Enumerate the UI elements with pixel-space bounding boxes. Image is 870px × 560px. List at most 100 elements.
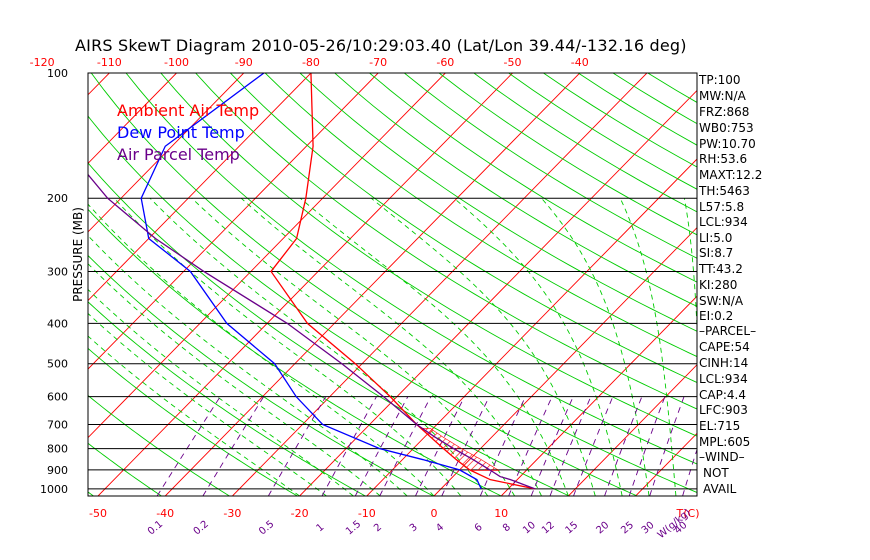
pressure-tick-label: 100 (47, 67, 68, 80)
mixing-ratio-line (267, 396, 327, 496)
mixing-ratio-tick-label: 20 (595, 520, 612, 537)
legend-air-parcel-temp: Air Parcel Temp (117, 145, 240, 164)
wind-header: –WIND– (699, 450, 745, 464)
moist-adiabat-line (88, 203, 435, 496)
bottom-temperature-tick-label: -20 (291, 507, 309, 520)
index-frz: FRZ:868 (699, 105, 750, 119)
top-temperature-tick-label: -100 (164, 56, 189, 69)
mixing-ratio-line (573, 396, 614, 496)
dry-adiabat-line (404, 73, 697, 259)
index-el: EL:715 (699, 419, 741, 433)
index-ki: KI:280 (699, 278, 738, 292)
index-pw: PW:10.70 (699, 137, 756, 151)
index-cape: CAPE:54 (699, 340, 750, 354)
mixing-ratio-line (649, 396, 685, 496)
dry-adiabat-line (90, 73, 697, 494)
isotherm-line (433, 226, 697, 496)
isotherm-line (97, 73, 513, 496)
mixing-ratio-tick-label: 1 (314, 522, 326, 535)
chart-title: AIRS SkewT Diagram 2010-05-26/10:29:03.4… (75, 36, 687, 55)
dry-adiabat-line (88, 162, 570, 496)
bottom-temperature-tick-label: -30 (223, 507, 241, 520)
index-si: SI:8.7 (699, 246, 734, 260)
moist-adiabat-line (683, 198, 697, 337)
index-li: LI:5.0 (699, 231, 733, 245)
mixing-ratio-line (379, 396, 432, 496)
y-axis-label: PRESSURE (MB) (71, 207, 85, 302)
dry-adiabat-line (88, 394, 230, 496)
dry-adiabat-line (125, 73, 697, 465)
parcel-header: –PARCEL– (699, 324, 757, 338)
isotherm-line (568, 364, 697, 496)
isotherm-line (88, 73, 177, 164)
moist-adiabat-line (619, 198, 677, 496)
dry-adiabat-line (88, 254, 434, 496)
pressure-tick-label: 700 (47, 418, 68, 431)
mixing-ratio-line (415, 396, 465, 496)
bottom-temperature-tick-label: -10 (358, 507, 376, 520)
mixing-ratio-line (479, 396, 526, 496)
index-rh: RH:53.6 (699, 152, 748, 166)
index-th: TH:5463 (699, 184, 750, 198)
mixing-ratio-line (156, 396, 221, 496)
mixing-ratio-line (530, 396, 574, 496)
parcel-profile-line (88, 173, 536, 490)
isotherm-line (164, 73, 581, 496)
isotherm-line (500, 295, 697, 496)
mixing-ratio-line (682, 448, 697, 496)
mixing-ratio-tick-label: 3 (408, 522, 420, 535)
dry-adiabat-line (88, 442, 162, 496)
index-parcel-lcl: LCL:934 (699, 372, 748, 386)
top-temperature-tick-label: -70 (369, 56, 387, 69)
index-tt: TT:43.2 (699, 262, 743, 276)
isotherm-line (88, 73, 446, 439)
index-wb0: WB0:753 (699, 121, 754, 135)
mixing-ratio-tick-label: 8 (501, 522, 513, 535)
temperature-unit-label: T(C) (676, 507, 700, 520)
isotherm-line (366, 158, 697, 496)
dry-adiabat-line (88, 347, 298, 496)
mixing-ratio-line (202, 396, 265, 496)
dry-adiabat-line (0, 73, 26, 496)
index-cap: CAP:4.4 (699, 388, 746, 402)
index-lfc: LFC:903 (699, 403, 748, 417)
index-ei: EI:0.2 (699, 309, 734, 323)
profile-lines (88, 73, 536, 490)
dry-adiabat-line (88, 301, 366, 496)
index-sw: SW:N/A (699, 294, 744, 308)
dry-adiabat-line (299, 73, 697, 332)
cape-hatch (420, 428, 500, 471)
plot-frame (87, 72, 698, 497)
mixing-ratio-tick-label: 0.1 (146, 519, 165, 538)
wind-not: NOT (703, 466, 729, 480)
mixing-ratio-tick-label: 10 (521, 520, 538, 537)
pressure-tick-label: 600 (47, 391, 68, 404)
isotherm-line (770, 73, 870, 496)
isotherm-line (88, 73, 245, 233)
temperature-profile-line (270, 73, 536, 490)
moist-adiabat-line (88, 263, 381, 496)
mixing-ratio-line (604, 396, 643, 496)
pressure-tick-label: 300 (47, 265, 68, 278)
legend-dew-point-temp: Dew Point Temp (117, 123, 245, 142)
pressure-tick-label: 900 (47, 464, 68, 477)
dewpoint-profile-line (140, 73, 482, 490)
index-lcl: LCL:934 (699, 215, 748, 229)
bottom-temperature-tick-label: -50 (89, 507, 107, 520)
moist-adiabat-line (113, 197, 462, 496)
index-mw: MW:N/A (699, 89, 746, 103)
top-temperature-tick-label: -80 (302, 56, 320, 69)
isotherm-line (0, 73, 42, 496)
pressure-tick-label: 1000 (40, 483, 68, 496)
mixing-ratio-unit-label: W(g/kg) (656, 507, 693, 541)
dry-adiabat-line (88, 208, 502, 496)
moist-adiabat-line (370, 197, 596, 496)
top-temperature-tick-label: -90 (235, 56, 253, 69)
mixing-ratio-line (508, 396, 553, 496)
pressure-tick-label: 200 (47, 192, 68, 205)
dry-adiabat-line (473, 73, 697, 213)
pressure-tick-label: 500 (47, 358, 68, 371)
top-temperature-tick-label: -120 (30, 56, 55, 69)
moist-adiabat-line (453, 197, 623, 496)
index-cinh: CINH:14 (699, 356, 749, 370)
